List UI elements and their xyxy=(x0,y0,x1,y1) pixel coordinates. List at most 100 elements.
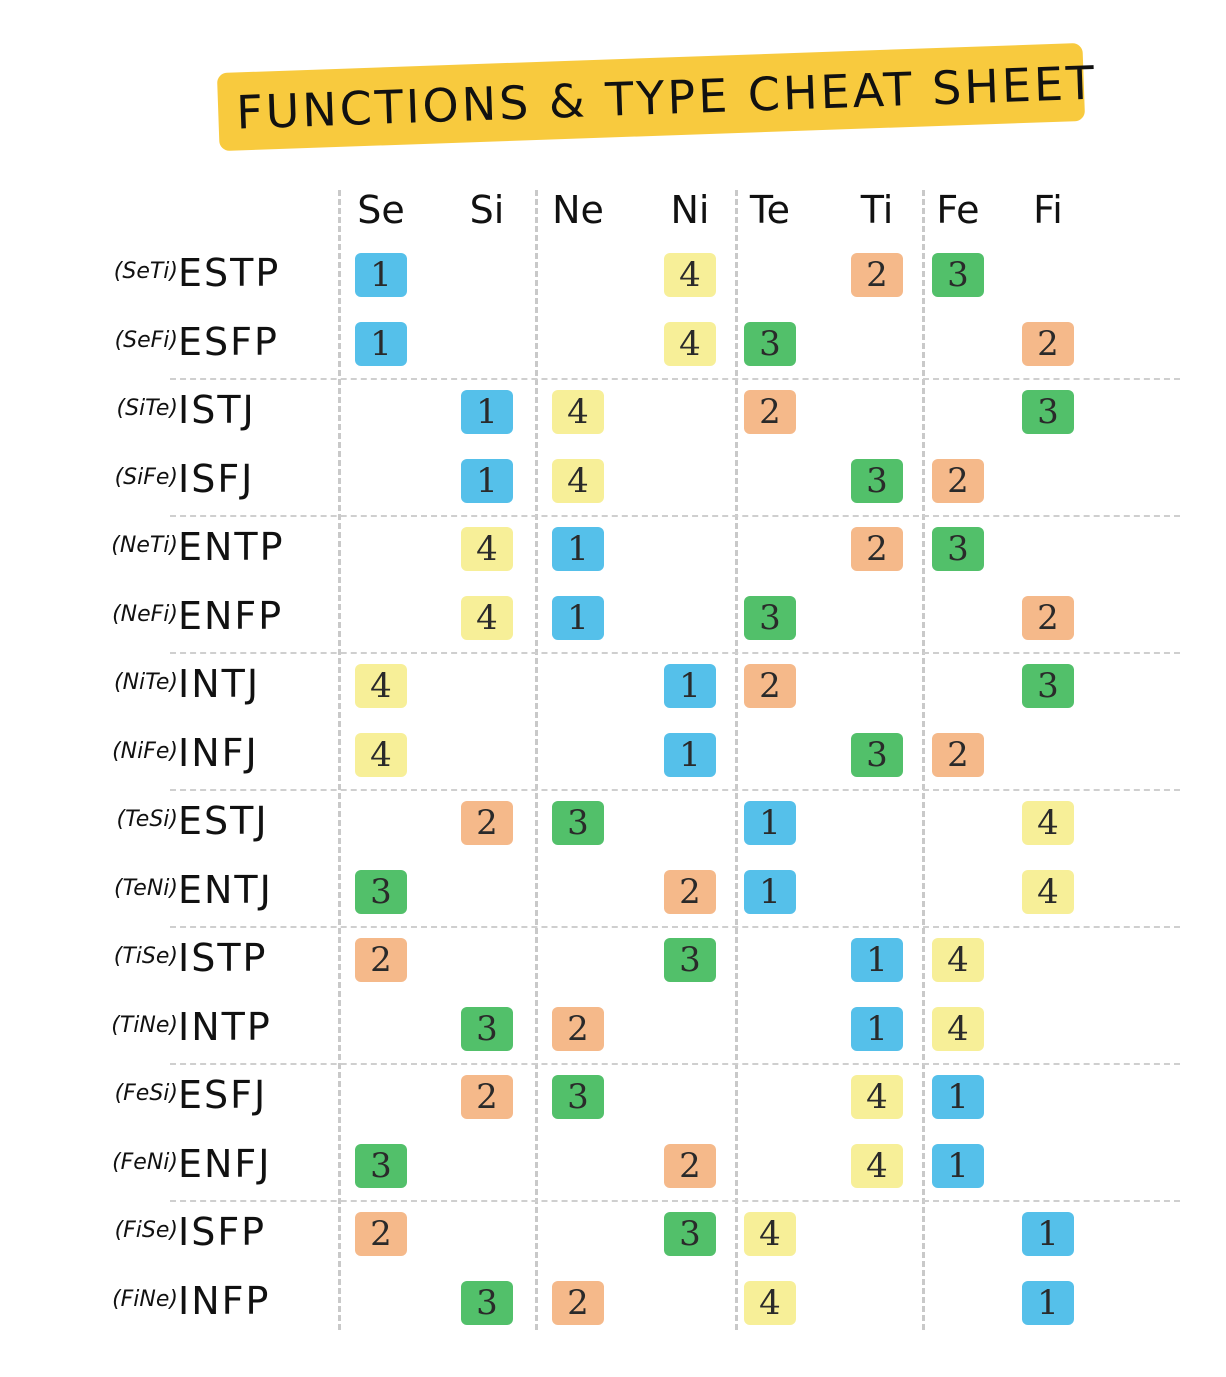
column-header-ne: Ne xyxy=(552,188,604,232)
row-code-infp: (FiNe) xyxy=(112,1287,178,1312)
column-header-si: Si xyxy=(469,188,505,232)
row-code-entj: (TeNi) xyxy=(114,876,178,901)
rank-cell: 2 xyxy=(552,1007,604,1051)
rank-cell: 1 xyxy=(932,1144,984,1188)
rank-cell: 2 xyxy=(461,1075,513,1119)
row-type-istj: ISTJ xyxy=(178,388,256,432)
column-header-ni: Ni xyxy=(670,188,710,232)
rank-cell: 4 xyxy=(461,527,513,571)
row-divider xyxy=(170,515,1180,517)
rank-cell: 4 xyxy=(355,664,407,708)
rank-cell: 4 xyxy=(932,938,984,982)
rank-cell: 4 xyxy=(664,253,716,297)
rank-cell: 1 xyxy=(355,253,407,297)
rank-cell: 4 xyxy=(461,596,513,640)
rank-cell: 1 xyxy=(1022,1281,1074,1325)
rank-cell: 4 xyxy=(1022,870,1074,914)
rank-cell: 4 xyxy=(744,1212,796,1256)
row-code-isfj: (SiFe) xyxy=(114,465,178,490)
rank-cell: 2 xyxy=(851,253,903,297)
row-code-estj: (TeSi) xyxy=(116,807,179,832)
rank-cell: 2 xyxy=(932,459,984,503)
rank-cell: 4 xyxy=(932,1007,984,1051)
rank-cell: 2 xyxy=(552,1281,604,1325)
rank-cell: 3 xyxy=(744,596,796,640)
row-type-esfp: ESFP xyxy=(178,320,279,364)
rank-cell: 2 xyxy=(1022,596,1074,640)
rank-cell: 2 xyxy=(744,664,796,708)
rank-cell: 1 xyxy=(461,390,513,434)
row-type-estj: ESTJ xyxy=(178,799,269,843)
rank-cell: 1 xyxy=(355,322,407,366)
row-code-istp: (TiSe) xyxy=(113,944,178,969)
rank-cell: 3 xyxy=(744,322,796,366)
row-divider xyxy=(170,652,1180,654)
row-code-intj: (NiTe) xyxy=(114,670,178,695)
column-header-ti: Ti xyxy=(860,188,894,232)
rank-cell: 3 xyxy=(932,253,984,297)
rank-cell: 3 xyxy=(664,1212,716,1256)
rank-cell: 1 xyxy=(461,459,513,503)
column-divider xyxy=(735,190,738,1330)
column-header-fe: Fe xyxy=(936,188,980,232)
row-code-isfp: (FiSe) xyxy=(114,1218,178,1243)
rank-cell: 3 xyxy=(1022,664,1074,708)
row-code-enfj: (FeNi) xyxy=(112,1150,178,1175)
column-divider xyxy=(338,190,341,1330)
rank-cell: 1 xyxy=(552,596,604,640)
rank-cell: 2 xyxy=(1022,322,1074,366)
row-code-esfj: (FeSi) xyxy=(114,1081,178,1106)
rank-cell: 4 xyxy=(355,733,407,777)
rank-cell: 3 xyxy=(664,938,716,982)
rank-cell: 3 xyxy=(461,1007,513,1051)
row-code-intp: (TiNe) xyxy=(111,1013,178,1038)
column-divider xyxy=(922,190,925,1330)
row-type-enfp: ENFP xyxy=(178,594,284,638)
row-type-isfp: ISFP xyxy=(178,1210,267,1254)
row-divider xyxy=(170,789,1180,791)
row-code-esfp: (SeFi) xyxy=(114,328,178,353)
row-type-enfj: ENFJ xyxy=(178,1142,272,1186)
rank-cell: 4 xyxy=(1022,801,1074,845)
rank-cell: 1 xyxy=(664,664,716,708)
rank-cell: 3 xyxy=(932,527,984,571)
row-divider xyxy=(170,926,1180,928)
rank-cell: 1 xyxy=(932,1075,984,1119)
row-type-infp: INFP xyxy=(178,1279,271,1323)
row-type-isfj: ISFJ xyxy=(178,457,255,501)
rank-cell: 4 xyxy=(552,390,604,434)
rank-cell: 3 xyxy=(461,1281,513,1325)
rank-cell: 3 xyxy=(851,733,903,777)
rank-cell: 2 xyxy=(664,870,716,914)
rank-cell: 3 xyxy=(552,1075,604,1119)
rank-cell: 2 xyxy=(932,733,984,777)
row-code-infj: (NiFe) xyxy=(112,739,178,764)
column-header-fi: Fi xyxy=(1033,188,1063,232)
rank-cell: 2 xyxy=(355,1212,407,1256)
rank-cell: 1 xyxy=(744,801,796,845)
rank-cell: 2 xyxy=(664,1144,716,1188)
rank-cell: 4 xyxy=(744,1281,796,1325)
rank-cell: 4 xyxy=(664,322,716,366)
row-code-estp: (SeTi) xyxy=(113,259,178,284)
rank-cell: 3 xyxy=(851,459,903,503)
rank-cell: 4 xyxy=(552,459,604,503)
column-header-se: Se xyxy=(357,188,405,232)
row-type-istp: ISTP xyxy=(178,936,268,980)
row-type-infj: INFJ xyxy=(178,731,259,775)
rank-cell: 3 xyxy=(355,870,407,914)
page-title: FUNCTIONS & TYPE CHEAT SHEET xyxy=(235,55,1098,140)
rank-cell: 4 xyxy=(851,1075,903,1119)
rank-cell: 3 xyxy=(1022,390,1074,434)
row-divider xyxy=(170,1063,1180,1065)
rank-cell: 1 xyxy=(1022,1212,1074,1256)
row-type-entp: ENTP xyxy=(178,525,285,569)
row-type-estp: ESTP xyxy=(178,251,281,295)
row-type-entj: ENTJ xyxy=(178,868,273,912)
rank-cell: 1 xyxy=(851,1007,903,1051)
rank-cell: 2 xyxy=(355,938,407,982)
rank-cell: 1 xyxy=(552,527,604,571)
rank-cell: 3 xyxy=(355,1144,407,1188)
row-code-istj: (SiTe) xyxy=(116,396,179,421)
row-divider xyxy=(170,378,1180,380)
